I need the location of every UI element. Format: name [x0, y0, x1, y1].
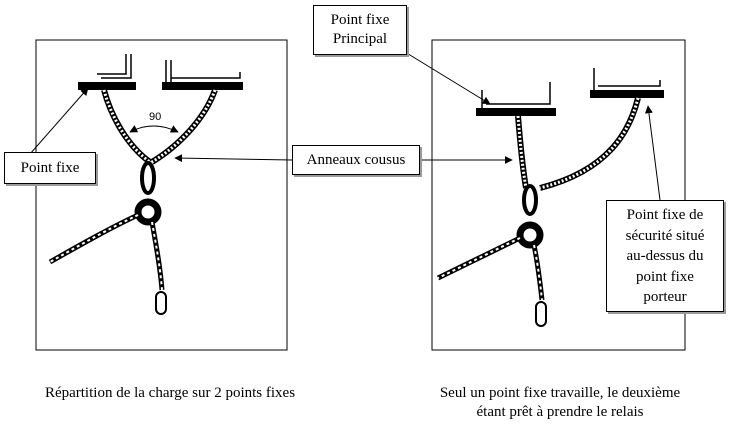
- right-anchors: [476, 68, 664, 116]
- right-panel: [431, 39, 686, 351]
- left-hardware: [48, 161, 167, 315]
- leader-arrows: [29, 51, 661, 201]
- label-point-fixe-principal: Point fixe Principal: [313, 5, 407, 55]
- right-hardware: [436, 184, 547, 327]
- label-point-fixe: Point fixe: [4, 152, 96, 184]
- right-slings: [515, 97, 641, 191]
- left-slings: [101, 88, 218, 165]
- left-panel: [35, 39, 288, 351]
- angle-label: 90: [149, 111, 162, 123]
- left-anchors: [78, 54, 243, 90]
- label-anneaux-cousus: Anneaux cousus: [292, 145, 420, 175]
- label-point-fixe-securite: Point fixe de sécurité situé au-dessus d…: [606, 200, 724, 312]
- caption-right: Seul un point fixe travaille, le deuxièm…: [439, 385, 681, 420]
- caption-left: Répartition de la charge sur 2 points fi…: [44, 385, 296, 401]
